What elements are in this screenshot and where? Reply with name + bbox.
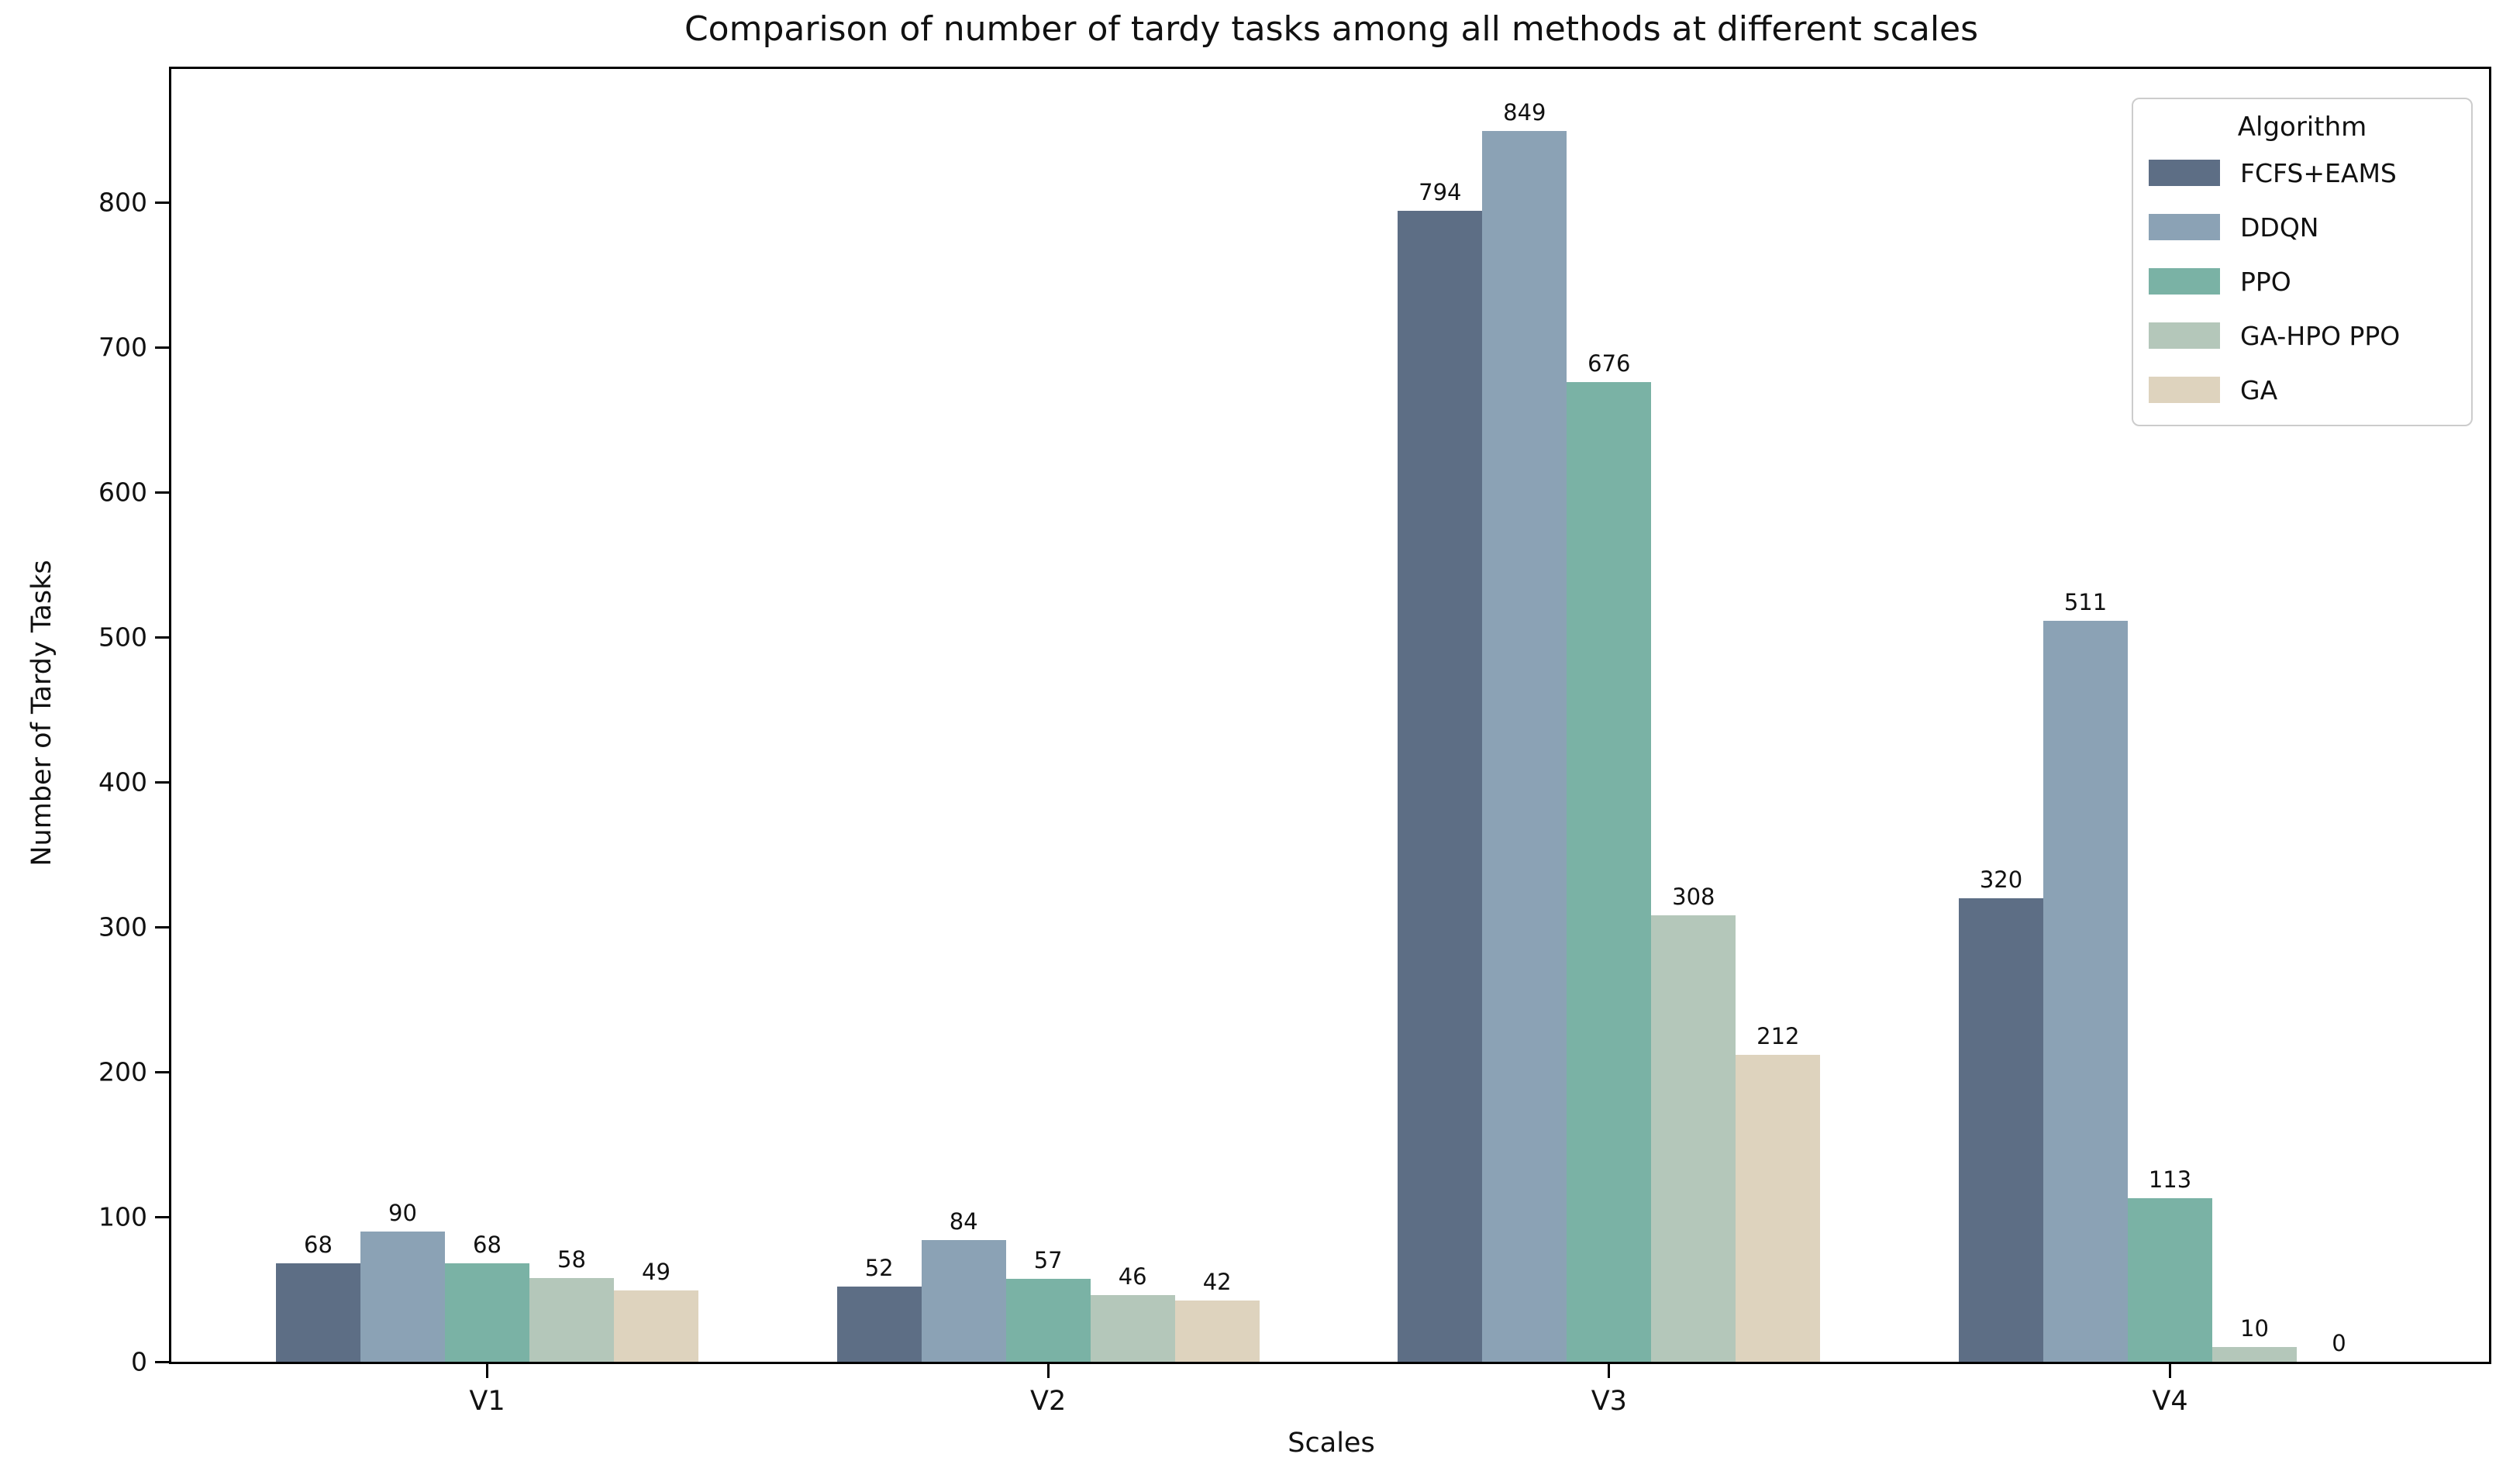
bar-ga-v3 [1736, 1054, 1821, 1362]
legend: Algorithm FCFS+EAMS DDQN PPO GA-HPO PPO GA [2132, 98, 2473, 426]
y-tick-mark-400 [155, 780, 169, 784]
x-tick-mark-v2 [1046, 1364, 1050, 1378]
bar-fcfs-eams-v3 [1398, 211, 1483, 1362]
y-tick-mark-100 [155, 1215, 169, 1218]
bar-value-label-fcfs-eams-v2: 52 [864, 1254, 894, 1281]
y-tick-mark-700 [155, 346, 169, 349]
bar-value-label-ppo-v1: 68 [473, 1231, 502, 1258]
legend-label-ppo: PPO [2240, 266, 2291, 297]
y-tick-label-500: 500 [98, 622, 147, 653]
y-tick-label-700: 700 [98, 332, 147, 363]
bar-ddqn-v4 [2043, 621, 2128, 1362]
bar-ddqn-v3 [1482, 131, 1567, 1362]
y-tick-mark-500 [155, 636, 169, 639]
x-tick-label-v1: V1 [469, 1386, 505, 1417]
legend-item-ddqn: DDQN [2133, 200, 2471, 254]
legend-label-ga: GA [2240, 374, 2278, 405]
legend-swatch-ga [2149, 377, 2220, 403]
bar-ppo-v3 [1567, 381, 1652, 1362]
legend-item-ga-hpo-ppo: GA-HPO PPO [2133, 308, 2471, 363]
y-tick-mark-200 [155, 1070, 169, 1073]
bar-value-label-ddqn-v4: 511 [2063, 589, 2108, 616]
bar-value-label-ga-v4: 0 [2332, 1330, 2346, 1356]
bar-value-label-ga-hpo-ppo-v2: 46 [1118, 1263, 1147, 1290]
legend-title: Algorithm [2237, 112, 2367, 143]
y-tick-label-200: 200 [98, 1056, 147, 1087]
x-tick-label-v4: V4 [2152, 1386, 2188, 1417]
bar-value-label-ga-v1: 49 [642, 1259, 671, 1286]
bar-ddqn-v1 [360, 1231, 445, 1362]
bar-ppo-v2 [1005, 1279, 1091, 1362]
legend-swatch-ga-hpo-ppo [2149, 322, 2220, 349]
legend-item-fcfs-eams: FCFS+EAMS [2133, 146, 2471, 200]
bar-value-label-fcfs-eams-v1: 68 [304, 1231, 333, 1258]
y-tick-mark-800 [155, 201, 169, 204]
legend-swatch-ddqn [2149, 214, 2220, 240]
bar-value-label-ga-v2: 42 [1202, 1269, 1232, 1296]
legend-swatch-fcfs-eams [2149, 160, 2220, 186]
bar-ga-hpo-ppo-v4 [2212, 1347, 2297, 1362]
chart-title: Comparison of number of tardy tasks amon… [684, 9, 1979, 49]
bar-value-label-fcfs-eams-v4: 320 [1979, 866, 2023, 893]
y-tick-label-400: 400 [98, 767, 147, 798]
x-tick-mark-v4 [2169, 1364, 2171, 1378]
y-axis-label: Number of Tardy Tasks [26, 560, 57, 866]
y-tick-label-100: 100 [98, 1201, 147, 1232]
bar-value-label-ddqn-v1: 90 [388, 1199, 417, 1226]
y-tick-label-800: 800 [98, 187, 147, 218]
bar-ddqn-v2 [921, 1239, 1006, 1362]
legend-swatch-ppo [2149, 268, 2220, 295]
bar-fcfs-eams-v2 [836, 1286, 922, 1362]
legend-label-fcfs-eams: FCFS+EAMS [2240, 157, 2397, 188]
x-tick-label-v2: V2 [1030, 1386, 1067, 1417]
bar-ga-hpo-ppo-v1 [529, 1277, 614, 1362]
bar-fcfs-eams-v1 [276, 1263, 360, 1362]
y-tick-label-600: 600 [98, 477, 147, 508]
bar-ppo-v1 [445, 1263, 529, 1362]
x-tick-mark-v3 [1608, 1364, 1611, 1378]
bar-ga-hpo-ppo-v3 [1651, 915, 1736, 1362]
y-tick-mark-600 [155, 491, 169, 494]
y-tick-label-300: 300 [98, 911, 147, 942]
legend-label-ddqn: DDQN [2240, 212, 2319, 243]
y-tick-mark-300 [155, 925, 169, 928]
legend-item-ppo: PPO [2133, 254, 2471, 308]
bar-ga-v2 [1174, 1301, 1260, 1362]
bar-value-label-fcfs-eams-v3: 794 [1419, 179, 1462, 206]
legend-label-ga-hpo-ppo: GA-HPO PPO [2240, 320, 2401, 351]
bar-value-label-ddqn-v2: 84 [949, 1208, 978, 1235]
y-tick-label-0: 0 [131, 1346, 147, 1377]
bar-value-label-ppo-v4: 113 [2148, 1166, 2192, 1193]
bar-ppo-v4 [2128, 1197, 2212, 1362]
x-tick-label-v3: V3 [1591, 1386, 1627, 1417]
bar-value-label-ppo-v2: 57 [1033, 1247, 1063, 1274]
bar-ga-v1 [614, 1290, 698, 1362]
y-tick-mark-0 [155, 1360, 169, 1363]
bar-ga-hpo-ppo-v2 [1090, 1294, 1175, 1362]
x-axis-label: Scales [1288, 1428, 1375, 1459]
bar-value-label-ga-v3: 212 [1756, 1022, 1800, 1049]
bar-value-label-ga-hpo-ppo-v4: 10 [2240, 1315, 2269, 1342]
bar-fcfs-eams-v4 [1959, 897, 2043, 1362]
bar-value-label-ga-hpo-ppo-v3: 308 [1672, 884, 1715, 911]
x-tick-mark-v1 [486, 1364, 488, 1378]
bar-value-label-ga-hpo-ppo-v1: 58 [557, 1245, 586, 1273]
bar-value-label-ddqn-v3: 849 [1503, 99, 1546, 126]
bar-value-label-ppo-v3: 676 [1587, 350, 1631, 377]
legend-item-ga: GA [2133, 363, 2471, 417]
